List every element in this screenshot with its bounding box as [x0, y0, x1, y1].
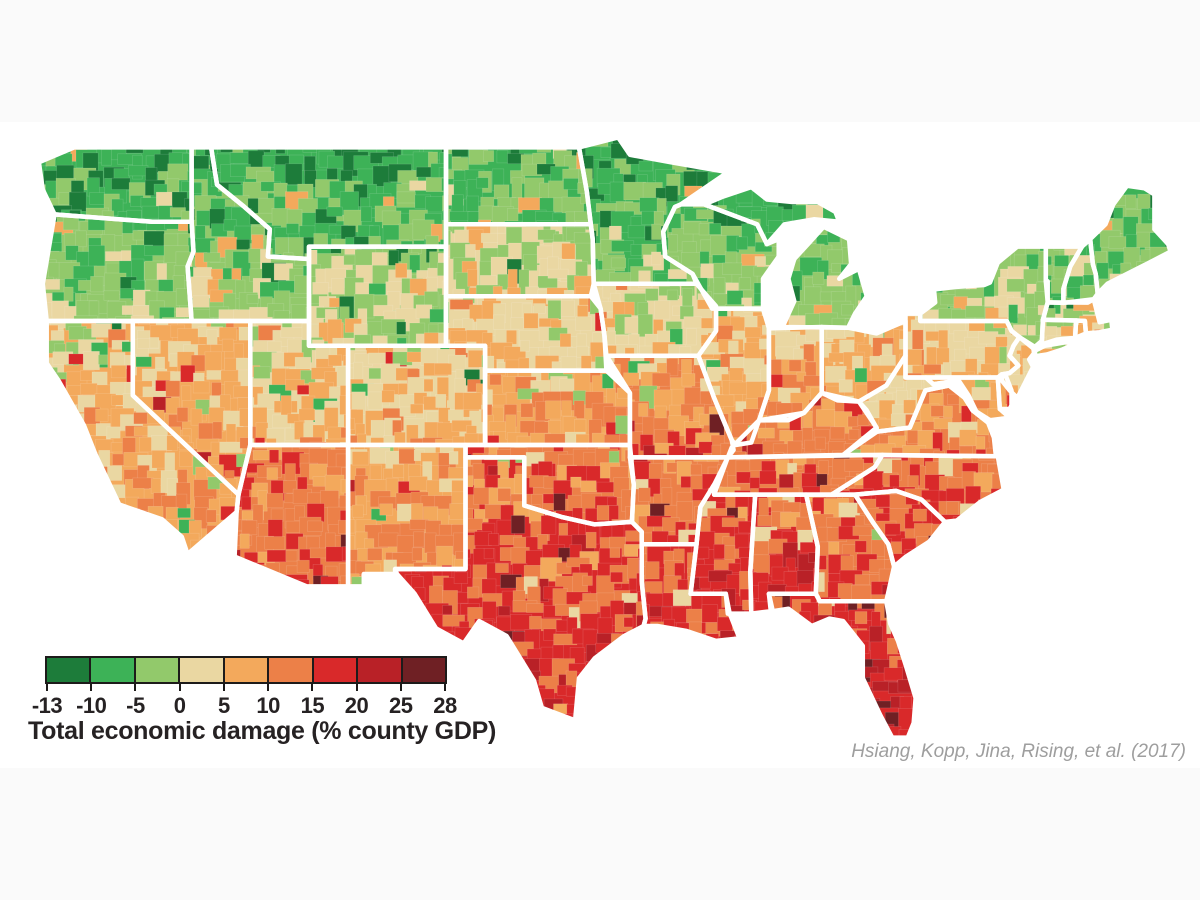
legend-tick-label: 10: [256, 693, 280, 718]
legend-swatch: [224, 658, 270, 682]
legend-swatch: [91, 658, 136, 682]
legend-tick-label: -5: [126, 693, 145, 718]
legend-tick-label: 0: [173, 693, 186, 718]
legend-swatch: [135, 658, 181, 682]
legend-tick: [444, 684, 446, 691]
state-border-NY: [1032, 339, 1077, 359]
state-border-layer: [36, 135, 1173, 740]
state-counties-WY: [309, 246, 446, 346]
state-border-WI: [660, 202, 781, 311]
legend-tick: [311, 684, 314, 691]
state-counties-ND: [446, 147, 591, 225]
legend-tick-label: 5: [218, 693, 230, 718]
legend-tick: [399, 684, 402, 691]
legend-swatch: [402, 658, 445, 682]
legend-tick: [178, 684, 181, 691]
bottom-margin-band: [0, 768, 1200, 900]
legend-swatch: [180, 658, 225, 682]
attribution-text: Hsiang, Kopp, Jina, Rising, et al. (2017…: [851, 741, 1186, 762]
legend-swatch: [269, 658, 314, 682]
legend-swatch: [313, 658, 359, 682]
legend-tick-label: -13: [31, 693, 63, 718]
legend-tick: [46, 684, 48, 691]
legend-swatch: [47, 658, 92, 682]
legend-tick: [134, 684, 137, 691]
top-margin-band: [0, 0, 1200, 122]
legend-tick-label: 25: [389, 693, 413, 718]
state-counties-CO: [348, 345, 486, 445]
state-counties-PA: [905, 313, 1020, 378]
legend-color-bar: [45, 656, 447, 684]
legend-ticks: -13 -10 -5 0 5 10 15 20 25 28: [32, 684, 457, 726]
state-counties-UT: [250, 321, 349, 445]
legend-tick: [267, 684, 270, 691]
state-border-NC: [829, 452, 1006, 525]
legend-swatch: [358, 658, 403, 682]
state-border-MI: [702, 184, 842, 247]
state-border-ME: [1087, 183, 1173, 296]
state-border-FL: [766, 591, 918, 740]
state-border-IL: [696, 306, 772, 448]
state-counties-KS: [485, 370, 630, 445]
state-border-MI: [780, 224, 869, 330]
legend-tick-label: -10: [76, 693, 107, 718]
state-counties-IA: [593, 283, 716, 356]
legend-title: Total economic damage (% county GDP): [28, 717, 496, 745]
state-counties-NM: [348, 445, 466, 587]
legend-tick: [90, 684, 93, 691]
legend-tick-label: 28: [433, 693, 457, 718]
map-legend: -13 -10 -5 0 5 10 15 20 25 28 Total economic dama…: [28, 656, 496, 768]
legend-tick-label: 15: [300, 693, 325, 718]
state-counties-SD: [446, 224, 594, 297]
legend-tick: [355, 684, 358, 691]
legend-tick-label: 20: [344, 693, 369, 718]
legend-tick: [222, 684, 225, 691]
